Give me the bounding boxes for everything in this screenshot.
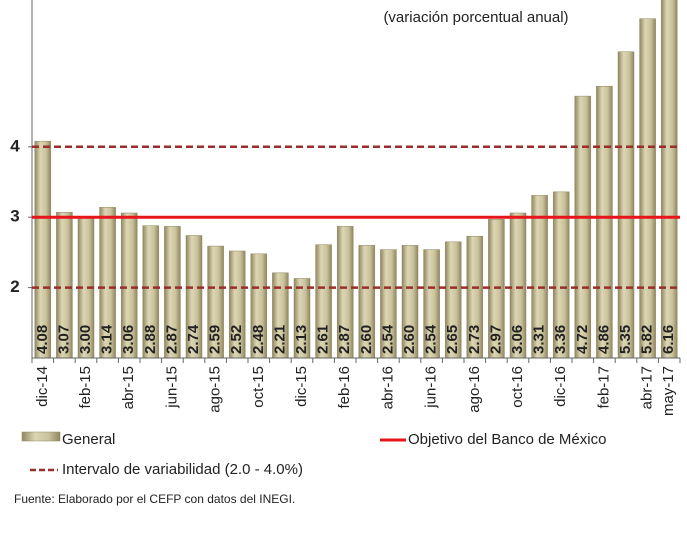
data-label: 2.61: [315, 325, 332, 354]
x-tick-label: oct-15: [250, 366, 267, 408]
data-label: 2.52: [228, 325, 245, 354]
x-tick-label: ago-16: [466, 366, 483, 413]
x-tick-label: abr-15: [120, 366, 137, 409]
x-tick-label: ago-15: [207, 366, 224, 413]
x-tick-label: may-17: [660, 366, 677, 416]
data-label: 4.08: [34, 325, 51, 354]
bar: [660, 0, 678, 359]
data-label: 3.31: [531, 325, 548, 354]
data-label: 3.00: [77, 325, 94, 354]
legend-swatch: [21, 431, 61, 442]
x-tick-label: feb-15: [77, 366, 94, 409]
data-label: 2.65: [444, 325, 461, 354]
x-tick-label: dic-15: [293, 366, 310, 407]
x-tick-label: dic-16: [552, 366, 569, 407]
y-tick-label: 3: [10, 207, 19, 226]
x-tick-label: oct-16: [509, 366, 526, 408]
y-tick-label: 2: [10, 277, 19, 296]
x-tick-label: jun-15: [163, 366, 180, 409]
data-label: 3.36: [552, 325, 569, 354]
bar: [639, 18, 656, 359]
data-label: 2.73: [466, 325, 483, 354]
data-label: 2.54: [379, 324, 396, 354]
data-label: 5.35: [617, 325, 634, 354]
data-label: 2.87: [163, 325, 180, 354]
chart-subtitle: (variación porcentual anual): [383, 9, 568, 26]
data-label: 2.88: [142, 325, 159, 354]
bar: [596, 86, 613, 359]
data-label: 3.06: [120, 325, 137, 354]
x-tick-label: feb-16: [336, 366, 353, 409]
x-tick-label: abr-16: [379, 366, 396, 409]
data-label: 5.82: [639, 325, 656, 354]
data-label: 2.60: [358, 325, 375, 354]
data-label: 3.14: [99, 324, 116, 354]
x-tick-label: dic-14: [34, 366, 51, 407]
y-tick-label: 4: [10, 136, 20, 155]
data-label: 3.06: [509, 325, 526, 354]
data-label: 2.74: [185, 324, 202, 354]
data-label: 2.13: [293, 325, 310, 354]
source-note: Fuente: Elaborado por el CEFP con datos …: [14, 492, 295, 506]
data-label: 3.07: [55, 325, 72, 354]
data-label: 2.48: [250, 325, 267, 354]
bar: [574, 95, 592, 359]
data-label: 4.72: [574, 325, 591, 354]
data-label: 2.60: [401, 325, 418, 354]
data-label: 6.16: [660, 325, 677, 354]
data-label: 4.86: [595, 325, 612, 354]
bar: [617, 51, 635, 359]
x-tick-label: abr-17: [639, 366, 656, 409]
data-label: 2.54: [423, 324, 440, 354]
legend-label: Objetivo del Banco de México: [408, 431, 606, 448]
legend-label: General: [62, 431, 115, 448]
data-label: 2.59: [207, 325, 224, 354]
data-label: 2.21: [271, 325, 288, 354]
legend-label: Intervalo de variabilidad (2.0 - 4.0%): [62, 461, 303, 478]
x-tick-label: feb-17: [595, 366, 612, 409]
x-tick-label: jun-16: [423, 366, 440, 409]
data-label: 2.97: [487, 325, 504, 354]
data-label: 2.87: [336, 325, 353, 354]
